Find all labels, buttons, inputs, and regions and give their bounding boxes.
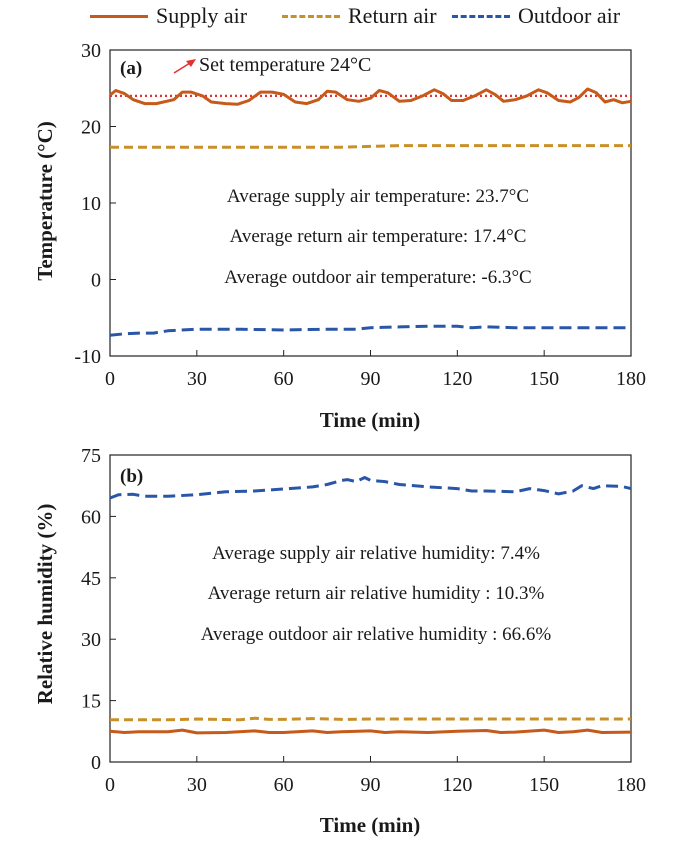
x-tick-label-a-180: 180 — [616, 368, 646, 390]
x-axis-title-a: Time (min) — [320, 408, 421, 432]
x-axis-title-b: Time (min) — [320, 813, 421, 837]
legend-label-supply-air: Supply air — [156, 3, 248, 28]
y-axis-title-b: Relative humidity (%) — [33, 504, 57, 705]
legend-item-supply-air: Supply air — [90, 2, 247, 30]
x-tick-label-b-90: 90 — [361, 774, 381, 796]
x-tick-label-b-120: 120 — [442, 774, 472, 796]
y-tick-label-a-10: -10 — [74, 346, 101, 368]
series-line-b-supply-air — [109, 728, 632, 735]
setpoint-annotation: Set temperature 24°C — [173, 54, 371, 76]
annotation-avg-supply-rh: Average supply air relative humidity: 7.… — [212, 543, 540, 564]
series-line-b-return-air — [110, 716, 631, 722]
annotation-avg-outdoor-rh: Average outdoor air relative humidity : … — [201, 624, 552, 645]
x-tick-label-a-150: 150 — [529, 368, 559, 390]
chart-legend: Supply air Return air Outdoor air — [0, 0, 678, 34]
y-tick-label-b-45: 45 — [81, 568, 101, 590]
legend-swatch-supply-air — [90, 14, 148, 18]
series-line-b-outdoor-air — [109, 476, 632, 500]
annotation-avg-supply-temp: Average supply air temperature: 23.7°C — [227, 186, 529, 207]
y-axis-title-a: Temperature (°C) — [33, 121, 57, 280]
panel-a-label: (a) — [120, 58, 142, 79]
x-tick-label-a-120: 120 — [442, 368, 472, 390]
series-line-a-outdoor-air — [109, 324, 631, 337]
y-tick-label-b-30: 30 — [81, 629, 101, 651]
x-tick-label-b-30: 30 — [187, 774, 207, 796]
annotation-avg-return-temp: Average return air temperature: 17.4°C — [230, 226, 527, 247]
y-tick-label-a-10: 10 — [81, 193, 101, 215]
y-tick-label-b-0: 0 — [91, 752, 101, 774]
annotation-avg-return-rh: Average return air relative humidity : 1… — [208, 583, 545, 604]
y-tick-label-b-15: 15 — [81, 691, 101, 713]
setpoint-arrow-shaft — [173, 62, 191, 74]
x-tick-label-b-0: 0 — [105, 774, 115, 796]
x-tick-label-b-60: 60 — [274, 774, 294, 796]
plot-frame-b — [109, 454, 632, 763]
x-tick-label-a-30: 30 — [187, 368, 207, 390]
y-tick-label-a-0: 0 — [91, 270, 101, 292]
series-line-a-return-air — [110, 144, 631, 149]
temperature-chart: (a) Set temperature 24°C Average supply … — [33, 40, 646, 432]
legend-swatch-outdoor-air — [452, 14, 510, 18]
panel-b-label: (b) — [120, 466, 143, 487]
series-line-a-supply-air — [109, 87, 632, 106]
legend-item-outdoor-air: Outdoor air — [452, 2, 620, 30]
x-tick-label-a-60: 60 — [274, 368, 294, 390]
y-tick-label-b-75: 75 — [81, 445, 101, 467]
setpoint-label: Set temperature 24°C — [199, 54, 371, 76]
y-tick-label-a-30: 30 — [81, 40, 101, 62]
legend-label-outdoor-air: Outdoor air — [518, 3, 621, 28]
annotation-avg-outdoor-temp: Average outdoor air temperature: -6.3°C — [224, 267, 531, 288]
legend-swatch-return-air — [282, 14, 340, 18]
y-tick-label-b-60: 60 — [81, 506, 101, 528]
x-tick-label-b-180: 180 — [616, 774, 646, 796]
y-tick-label-a-20: 20 — [81, 117, 101, 139]
setpoint-arrow-head — [186, 59, 196, 67]
legend-item-return-air: Return air — [282, 2, 437, 30]
legend-label-return-air: Return air — [348, 3, 437, 28]
humidity-chart: (b) Average supply air relative humidity… — [33, 445, 646, 837]
x-tick-label-a-0: 0 — [105, 368, 115, 390]
x-tick-label-b-150: 150 — [529, 774, 559, 796]
x-tick-label-a-90: 90 — [361, 368, 381, 390]
